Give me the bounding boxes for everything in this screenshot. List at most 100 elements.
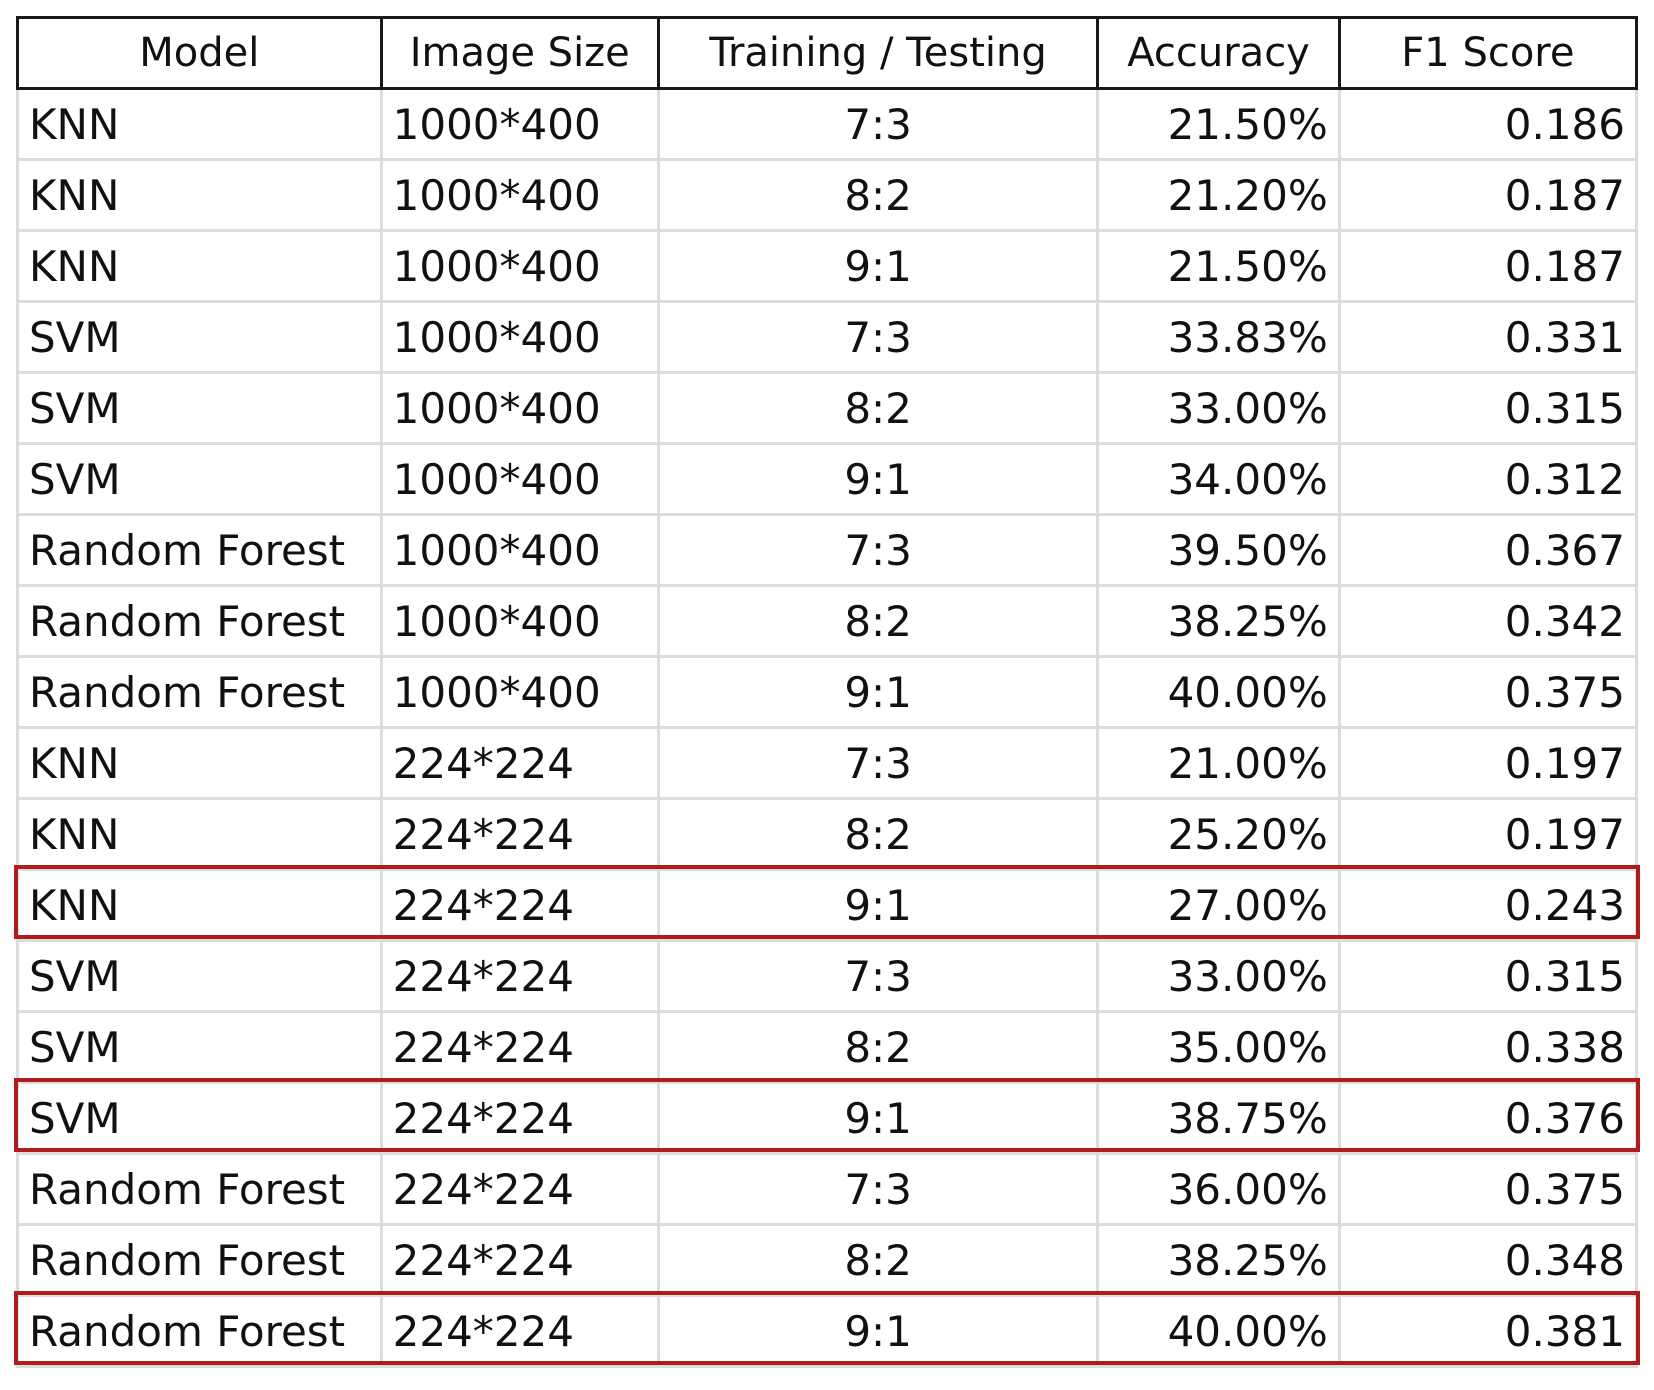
image-size-cell: 1000*400 [379,371,660,445]
f1-score-cell: 0.338 [1337,1010,1639,1084]
image-size-cell: 1000*400 [379,158,660,232]
split-ratio-cell: 9:1 [656,1294,1100,1368]
model-cell: KNN [16,87,383,161]
table-row: KNN 224*224 7:3 21.00% 0.197 [16,726,1639,800]
model-cell: KNN [16,158,383,232]
split-ratio-cell: 9:1 [656,229,1100,303]
table-row: KNN 224*224 9:1 27.00% 0.243 [16,868,1639,942]
image-size-cell: 224*224 [379,868,660,942]
split-ratio-cell: 8:2 [656,158,1100,232]
header-model: Model [16,16,383,90]
split-ratio-cell: 7:3 [656,300,1100,374]
split-ratio-cell: 8:2 [656,1010,1100,1084]
f1-score-cell: 0.187 [1337,158,1639,232]
header-accuracy: Accuracy [1096,16,1341,90]
table-row: SVM 1000*400 7:3 33.83% 0.331 [16,300,1639,374]
split-ratio-cell: 9:1 [656,655,1100,729]
f1-score-cell: 0.367 [1337,513,1639,587]
model-cell: Random Forest [16,1294,383,1368]
model-cell: Random Forest [16,1223,383,1297]
accuracy-cell: 33.00% [1096,939,1341,1013]
f1-score-cell: 0.348 [1337,1223,1639,1297]
header-image-size: Image Size [379,16,660,90]
model-cell: KNN [16,726,383,800]
table-row: KNN 1000*400 9:1 21.50% 0.187 [16,229,1639,303]
image-size-cell: 224*224 [379,1010,660,1084]
table-row: Random Forest 1000*400 9:1 40.00% 0.375 [16,655,1639,729]
table-row: Random Forest 224*224 9:1 40.00% 0.381 [16,1294,1639,1368]
model-cell: SVM [16,371,383,445]
image-size-cell: 1000*400 [379,584,660,658]
f1-score-cell: 0.376 [1337,1081,1639,1155]
accuracy-cell: 21.50% [1096,87,1341,161]
image-size-cell: 224*224 [379,939,660,1013]
model-cell: KNN [16,229,383,303]
f1-score-cell: 0.187 [1337,229,1639,303]
f1-score-cell: 0.186 [1337,87,1639,161]
model-cell: KNN [16,868,383,942]
f1-score-cell: 0.331 [1337,300,1639,374]
f1-score-cell: 0.243 [1337,868,1639,942]
accuracy-cell: 27.00% [1096,868,1341,942]
accuracy-cell: 36.00% [1096,1152,1341,1226]
accuracy-cell: 21.20% [1096,158,1341,232]
image-size-cell: 224*224 [379,726,660,800]
table-row: SVM 1000*400 9:1 34.00% 0.312 [16,442,1639,516]
f1-score-cell: 0.312 [1337,442,1639,516]
accuracy-cell: 38.25% [1096,584,1341,658]
split-ratio-cell: 9:1 [656,868,1100,942]
f1-score-cell: 0.315 [1337,939,1639,1013]
accuracy-cell: 33.00% [1096,371,1341,445]
header-f1-score: F1 Score [1337,16,1639,90]
split-ratio-cell: 8:2 [656,797,1100,871]
model-cell: SVM [16,1010,383,1084]
split-ratio-cell: 8:2 [656,584,1100,658]
split-ratio-cell: 7:3 [656,939,1100,1013]
accuracy-cell: 25.20% [1096,797,1341,871]
header-row: Model Image Size Training / Testing Accu… [16,16,1639,90]
model-cell: SVM [16,1081,383,1155]
table-row: SVM 1000*400 8:2 33.00% 0.315 [16,371,1639,445]
f1-score-cell: 0.197 [1337,726,1639,800]
model-cell: Random Forest [16,584,383,658]
image-size-cell: 1000*400 [379,513,660,587]
model-cell: Random Forest [16,655,383,729]
accuracy-cell: 38.75% [1096,1081,1341,1155]
image-size-cell: 1000*400 [379,442,660,516]
table-row: SVM 224*224 8:2 35.00% 0.338 [16,1010,1639,1084]
split-ratio-cell: 9:1 [656,442,1100,516]
accuracy-cell: 21.00% [1096,726,1341,800]
table-row: Random Forest 1000*400 7:3 39.50% 0.367 [16,513,1639,587]
table-header: Model Image Size Training / Testing Accu… [16,16,1639,90]
model-cell: SVM [16,939,383,1013]
split-ratio-cell: 7:3 [656,513,1100,587]
model-cell: Random Forest [16,1152,383,1226]
image-size-cell: 224*224 [379,797,660,871]
f1-score-cell: 0.381 [1337,1294,1639,1368]
table-row: KNN 1000*400 8:2 21.20% 0.187 [16,158,1639,232]
split-ratio-cell: 7:3 [656,1152,1100,1226]
table-row: SVM 224*224 9:1 38.75% 0.376 [16,1081,1639,1155]
accuracy-cell: 35.00% [1096,1010,1341,1084]
accuracy-cell: 34.00% [1096,442,1341,516]
table-body: KNN 1000*400 7:3 21.50% 0.186 KNN 1000*400 8:2 2… [16,87,1639,1368]
model-cell: KNN [16,797,383,871]
image-size-cell: 224*224 [379,1152,660,1226]
table-row: KNN 1000*400 7:3 21.50% 0.186 [16,87,1639,161]
image-size-cell: 224*224 [379,1081,660,1155]
accuracy-cell: 38.25% [1096,1223,1341,1297]
accuracy-cell: 21.50% [1096,229,1341,303]
model-cell: Random Forest [16,513,383,587]
image-size-cell: 1000*400 [379,229,660,303]
f1-score-cell: 0.315 [1337,371,1639,445]
f1-score-cell: 0.375 [1337,1152,1639,1226]
f1-score-cell: 0.342 [1337,584,1639,658]
image-size-cell: 224*224 [379,1223,660,1297]
table-row: SVM 224*224 7:3 33.00% 0.315 [16,939,1639,1013]
accuracy-cell: 40.00% [1096,655,1341,729]
table-row: KNN 224*224 8:2 25.20% 0.197 [16,797,1639,871]
image-size-cell: 1000*400 [379,655,660,729]
table-row: Random Forest 1000*400 8:2 38.25% 0.342 [16,584,1639,658]
image-size-cell: 224*224 [379,1294,660,1368]
image-size-cell: 1000*400 [379,87,660,161]
